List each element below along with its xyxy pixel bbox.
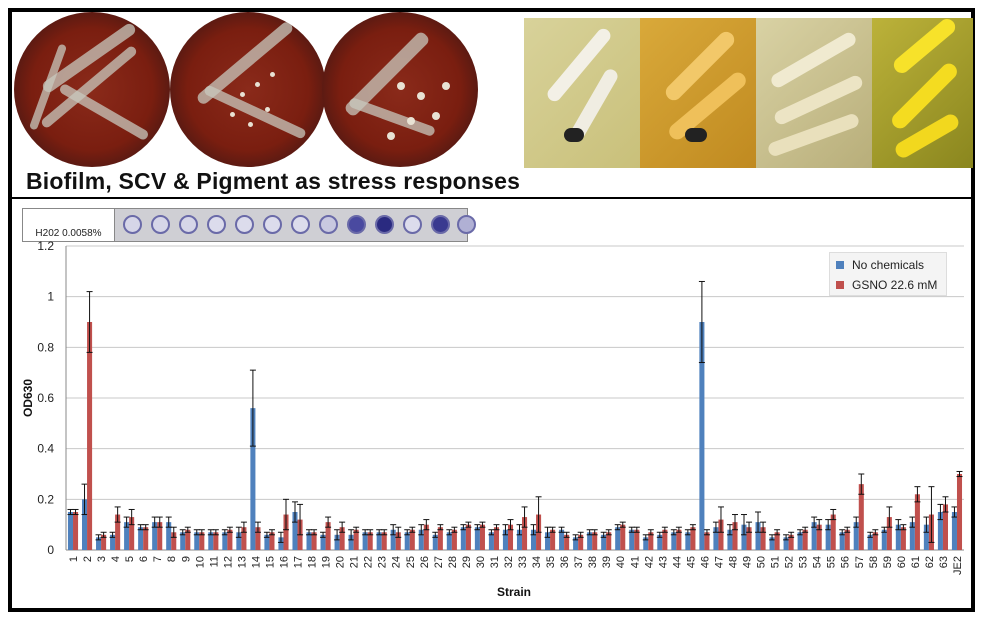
well <box>457 215 476 234</box>
well-strip-label: H202 0.0058% <box>23 209 115 241</box>
photo-row <box>12 12 973 168</box>
figure-title: Biofilm, SCV & Pigment as stress respons… <box>26 168 521 194</box>
legend-swatch <box>836 261 844 269</box>
well <box>375 215 394 234</box>
well <box>431 215 450 234</box>
well <box>235 215 254 234</box>
section-divider <box>12 197 973 199</box>
well <box>151 215 170 234</box>
well <box>347 215 366 234</box>
title-band: Biofilm, SCV & Pigment as stress respons… <box>12 165 973 197</box>
blood-agar-plate-2 <box>170 12 326 167</box>
legend-swatch <box>836 281 844 289</box>
well <box>123 215 142 234</box>
pigment-plate-3 <box>756 18 872 168</box>
legend-label: No chemicals <box>852 258 925 272</box>
legend-label: GSNO 22.6 mM <box>852 278 938 292</box>
well <box>291 215 310 234</box>
microtiter-well-strip: H202 0.0058% <box>22 208 476 242</box>
legend-item: GSNO 22.6 mM <box>836 277 937 293</box>
well <box>403 215 422 234</box>
blood-agar-plate-1 <box>14 12 170 167</box>
chart-legend: No chemicals GSNO 22.6 mM <box>829 252 947 296</box>
well <box>263 215 282 234</box>
legend-item: No chemicals <box>836 257 924 273</box>
pigment-plate-1 <box>524 18 640 168</box>
well <box>179 215 198 234</box>
well <box>319 215 338 234</box>
pigment-plate-2 <box>640 18 756 168</box>
well <box>207 215 226 234</box>
pigment-plate-4 <box>872 18 973 168</box>
blood-agar-plate-3 <box>322 12 478 167</box>
